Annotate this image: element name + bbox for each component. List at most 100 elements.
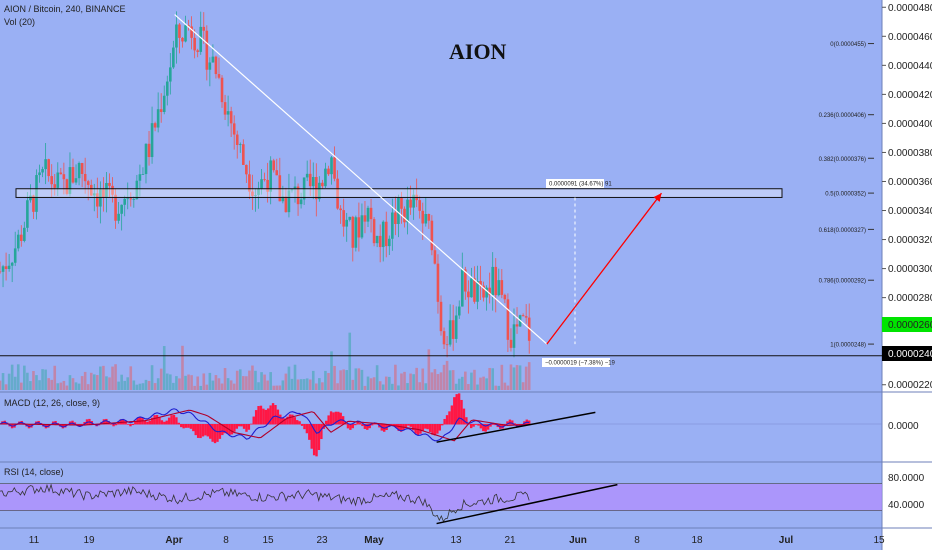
macd-histogram-bar xyxy=(262,408,265,425)
macd-histogram-bar xyxy=(308,424,311,440)
macd-histogram-bar xyxy=(433,424,437,436)
macd-histogram-bar xyxy=(269,405,272,425)
candle-body xyxy=(19,234,23,241)
candle-body xyxy=(220,77,224,103)
volume-bar xyxy=(83,371,87,390)
candle-body xyxy=(226,111,230,115)
candle-body xyxy=(7,265,11,269)
volume-bar xyxy=(68,375,72,390)
volume-bar xyxy=(412,374,415,390)
candle-body xyxy=(16,234,20,249)
candle-body xyxy=(178,24,181,38)
volume-bar xyxy=(375,365,379,390)
price-tick-label: 0.0000300 xyxy=(888,264,932,275)
volume-bar xyxy=(497,385,501,390)
candle-body xyxy=(65,179,69,194)
volume-bar xyxy=(430,372,434,390)
candle-body xyxy=(232,123,236,135)
macd-histogram-bar xyxy=(250,423,253,425)
volume-bar xyxy=(527,362,531,390)
volume-bar xyxy=(44,369,47,390)
macd-histogram-bar xyxy=(349,424,352,430)
macd-histogram-bar xyxy=(407,424,410,426)
volume-bar xyxy=(485,378,488,390)
macd-histogram-bar xyxy=(180,424,183,428)
volume-bar xyxy=(381,384,385,390)
volume-bar xyxy=(175,376,178,390)
macd-histogram-bar xyxy=(370,424,374,426)
macd-histogram-bar xyxy=(131,424,135,426)
time-tick-label: 15 xyxy=(873,535,885,546)
macd-histogram-bar xyxy=(109,424,113,425)
volume-bar xyxy=(254,370,257,390)
candle-body xyxy=(327,168,330,175)
volume-bar xyxy=(123,380,126,390)
candle-body xyxy=(129,198,133,200)
volume-bar xyxy=(439,372,443,390)
candle-body xyxy=(208,62,212,70)
candle-body xyxy=(135,180,139,200)
candle-body xyxy=(397,197,400,224)
volume-bar xyxy=(269,372,272,390)
volume-bar xyxy=(521,382,525,390)
volume-bar xyxy=(217,378,221,390)
macd-histogram-bar xyxy=(192,424,195,432)
macd-histogram-bar xyxy=(126,424,130,425)
candle-body xyxy=(427,214,431,221)
candle-body xyxy=(44,159,47,170)
candle-body xyxy=(345,219,349,227)
candle-body xyxy=(315,176,318,200)
volume-bar xyxy=(4,384,8,390)
volume-bar xyxy=(235,370,239,390)
volume-bar xyxy=(451,370,455,390)
candle-body xyxy=(56,172,60,188)
candle-body xyxy=(196,50,199,52)
candle-body xyxy=(23,227,26,241)
candle-body xyxy=(275,170,279,176)
volume-bar xyxy=(506,385,510,390)
volume-bar xyxy=(220,383,224,390)
candle-body xyxy=(330,157,333,175)
volume-bar xyxy=(524,366,528,390)
projection-arrow[interactable] xyxy=(546,192,663,345)
resistance-zone[interactable] xyxy=(15,188,783,198)
candle-body xyxy=(391,212,394,239)
macd-zero-tick: 0.0000 xyxy=(888,421,919,432)
rsi-trendline[interactable] xyxy=(436,483,618,525)
macd-histogram-bar xyxy=(163,421,166,425)
volume-bar xyxy=(305,378,309,390)
volume-bar xyxy=(50,379,54,390)
candle-body xyxy=(418,200,422,211)
macd-histogram-bar xyxy=(404,424,408,427)
volume-bar xyxy=(132,380,136,390)
rsi-series xyxy=(0,483,530,523)
candle-body xyxy=(400,197,403,209)
candle-body xyxy=(460,269,464,307)
macd-histogram-bar xyxy=(419,424,422,434)
macd-histogram-bar xyxy=(134,420,137,425)
price-axis[interactable] xyxy=(882,0,932,550)
price-trendline[interactable] xyxy=(174,14,548,345)
macd-histogram-bar xyxy=(390,424,393,425)
macd-histogram-bar xyxy=(259,405,263,425)
macd-histogram-bar xyxy=(455,394,458,425)
volume-bar xyxy=(296,379,300,390)
candle-body xyxy=(266,179,269,192)
macd-histogram-bar xyxy=(204,424,207,436)
volume-bar xyxy=(16,364,20,390)
price-tick-label: 0.0000360 xyxy=(888,177,932,188)
volume-bar xyxy=(114,364,117,390)
volume-bar xyxy=(172,382,175,390)
candle-body xyxy=(126,198,130,200)
volume-bar xyxy=(193,385,196,390)
candle-body xyxy=(105,183,108,198)
candle-body xyxy=(26,200,29,228)
macd-trendline[interactable] xyxy=(436,411,596,443)
macd-histogram-bar xyxy=(279,414,282,425)
macd-histogram-bar xyxy=(201,424,205,437)
volume-bar xyxy=(315,383,318,390)
line-price-label-bg xyxy=(882,346,932,361)
volume-bar xyxy=(421,368,425,390)
macd-histogram-bar xyxy=(170,415,173,425)
